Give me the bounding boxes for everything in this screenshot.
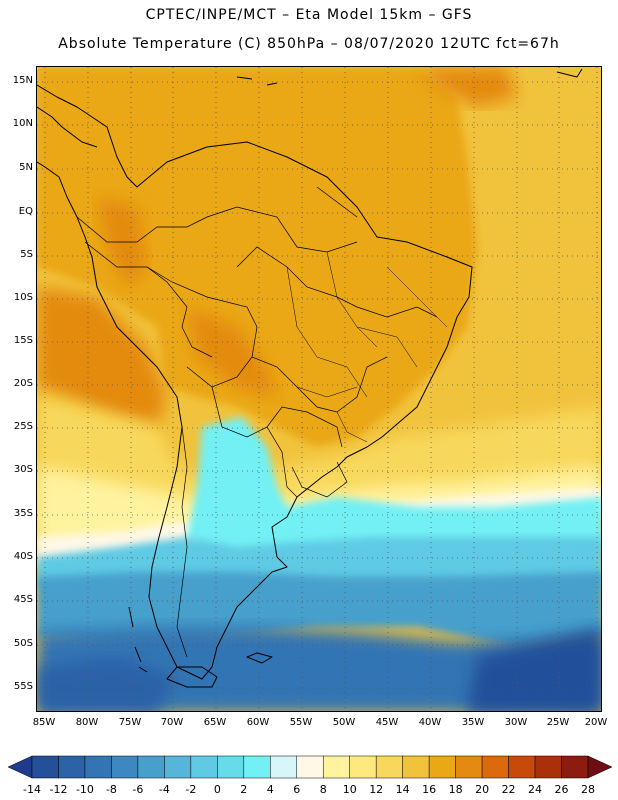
- colorbar-label: 26: [554, 783, 569, 796]
- lon-label-85w: 85W: [32, 717, 56, 728]
- lon-label-45w: 45W: [375, 717, 399, 728]
- field-hot-north: [417, 67, 517, 107]
- lon-label-75w: 75W: [118, 717, 142, 728]
- colorbar-bin: [31, 755, 59, 779]
- lat-label-15s: 15S: [13, 335, 33, 346]
- lat-label-10n: 10N: [12, 118, 33, 129]
- state-borders: [286, 251, 448, 443]
- field-deep-blue: [467, 627, 601, 711]
- lon-label-35w: 35W: [461, 717, 485, 728]
- lon-label-25w: 25W: [546, 717, 570, 728]
- colorbar-label: -10: [75, 783, 94, 796]
- lat-label-20s: 20S: [13, 378, 33, 389]
- field-warm-continent: [37, 67, 477, 447]
- lat-label-40s: 40S: [13, 551, 33, 562]
- andes-islands: [128, 606, 148, 673]
- coastlines: [37, 68, 583, 688]
- lon-label-65w: 65W: [203, 717, 227, 728]
- colorbar-label: 4: [266, 783, 274, 796]
- colorbar-bin: [375, 755, 403, 779]
- colorbar-label: 20: [475, 783, 490, 796]
- colorbar-label: 16: [422, 783, 437, 796]
- field-hot-central: [187, 307, 277, 397]
- map-title-line2: Absolute Temperature (C) 850hPa – 08/07/…: [58, 36, 560, 52]
- colorbar-bin: [84, 755, 112, 779]
- colorbar-bin: [534, 755, 562, 779]
- temperature-field: [37, 67, 601, 711]
- lat-label-30s: 30S: [13, 464, 33, 475]
- lat-label-50s: 50S: [13, 638, 33, 649]
- caribbean-islands: [236, 68, 583, 86]
- colorbar-bin: [243, 755, 271, 779]
- colorbar-bin: [217, 755, 245, 779]
- colorbar-label: 2: [240, 783, 248, 796]
- falklands: [246, 652, 273, 664]
- temperature-map: [36, 66, 602, 712]
- colorbar-label: -4: [158, 783, 170, 796]
- colorbar-bin: [349, 755, 377, 779]
- lon-label-50w: 50W: [332, 717, 356, 728]
- colorbar-bin: [270, 755, 298, 779]
- lat-label-5s: 5S: [20, 249, 33, 260]
- colorbar-bin: [296, 755, 324, 779]
- lon-label-70w: 70W: [160, 717, 184, 728]
- colorbar-bin: [428, 755, 456, 779]
- lat-label-35s: 35S: [13, 508, 33, 519]
- colorbar-label: -12: [49, 783, 68, 796]
- field-hot-pacific: [37, 287, 167, 427]
- lon-label-20w: 20W: [584, 717, 608, 728]
- lon-label-60w: 60W: [246, 717, 270, 728]
- colorbar-bin: [137, 755, 165, 779]
- colorbar-bin: [190, 755, 218, 779]
- lat-label-25s: 25S: [13, 421, 33, 432]
- colorbar-label: 10: [342, 783, 357, 796]
- field-blue: [37, 627, 601, 711]
- colorbar-label: 12: [369, 783, 384, 796]
- colorbar-bin: [508, 755, 536, 779]
- colorbar-bin: [402, 755, 430, 779]
- lon-label-40w: 40W: [418, 717, 442, 728]
- lon-label-80w: 80W: [75, 717, 99, 728]
- lat-label-55s: 55S: [13, 681, 33, 692]
- colorbar-bin: [455, 755, 483, 779]
- map-title-line1: CPTEC/INPE/MCT – Eta Model 15km – GFS: [145, 7, 473, 23]
- colorbar-bin: [561, 755, 589, 779]
- field-cyan-plume: [187, 417, 601, 567]
- lat-label-15n: 15N: [12, 75, 33, 86]
- lon-label-30w: 30W: [504, 717, 528, 728]
- colorbar-arrow-high: [587, 755, 612, 779]
- colorbar-label: 8: [319, 783, 327, 796]
- lat-label-45s: 45S: [13, 594, 33, 605]
- lat-label-5n: 5N: [19, 162, 33, 173]
- tierra-del-fuego: [166, 666, 218, 688]
- colorbar-arrow-low: [8, 755, 33, 779]
- colorbar-label: 0: [213, 783, 221, 796]
- central-america-coast: [37, 106, 98, 148]
- colorbar-bin: [164, 755, 192, 779]
- lon-label-55w: 55W: [289, 717, 313, 728]
- colorbar-label: 22: [501, 783, 516, 796]
- colorbar-label: -14: [23, 783, 41, 796]
- colorbar-label: 6: [293, 783, 301, 796]
- colorbar-bin: [58, 755, 86, 779]
- colorbar: [8, 755, 612, 779]
- colorbar-bin: [481, 755, 509, 779]
- south-america-coast: [37, 84, 473, 680]
- lat-label-eq: EQ: [18, 206, 33, 217]
- lat-label-10s: 10S: [13, 292, 33, 303]
- colorbar-label: 24: [528, 783, 543, 796]
- colorbar-bin: [111, 755, 139, 779]
- colorbar-label: -2: [185, 783, 197, 796]
- colorbar-bin: [322, 755, 350, 779]
- colorbar-label: -8: [105, 783, 117, 796]
- colorbar-label: 14: [395, 783, 410, 796]
- colorbar-label: 18: [448, 783, 463, 796]
- colorbar-label: 28: [581, 783, 595, 796]
- colorbar-label: -6: [132, 783, 144, 796]
- field-deep-blue-sw: [37, 657, 177, 711]
